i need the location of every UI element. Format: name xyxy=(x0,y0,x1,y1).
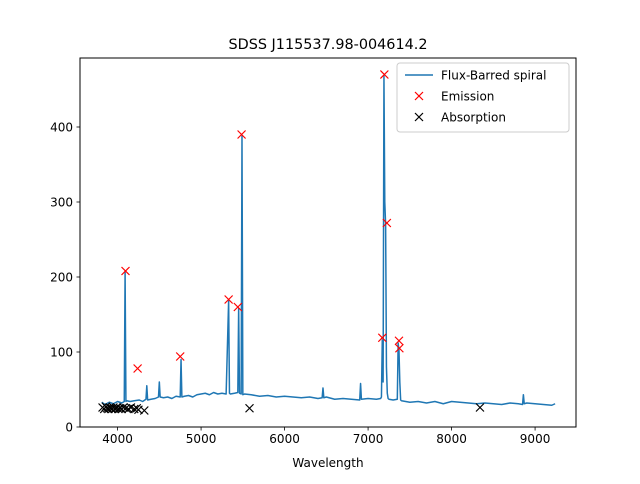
plot-area xyxy=(98,70,556,415)
y-tick-label: 100 xyxy=(50,346,73,360)
chart-title: SDSS J115537.98-004614.2 xyxy=(229,37,428,53)
emission-marker xyxy=(377,333,387,343)
emission-marker xyxy=(394,336,404,346)
absorption-marker xyxy=(139,406,149,415)
emission-marker xyxy=(224,295,234,304)
legend-box xyxy=(396,62,570,133)
absorption-marker xyxy=(118,403,128,412)
axes-frame xyxy=(79,57,577,428)
y-tick-label: 0 xyxy=(65,421,73,435)
legend: Flux-Barred spiral Emission Absorption xyxy=(396,62,570,133)
emission-marker xyxy=(394,343,404,353)
y-tick-label: 300 xyxy=(50,196,73,210)
emission-marker xyxy=(382,218,392,228)
absorption-marker xyxy=(245,403,254,413)
legend-marker-swatch xyxy=(414,112,424,122)
legend-label: Emission xyxy=(441,90,494,104)
x-axis-label: Wavelength xyxy=(292,456,363,470)
x-tick-label: 5000 xyxy=(186,432,217,446)
emission-marker xyxy=(121,266,130,276)
absorption-marker xyxy=(113,404,123,414)
emission-marker xyxy=(233,302,243,312)
absorption-marker xyxy=(475,403,485,412)
axes: 4000 5000 6000 7000 8000 9000 0 100 200 300 400 xyxy=(50,57,577,446)
x-tick-label: 9000 xyxy=(520,432,551,446)
x-tick-label: 7000 xyxy=(353,432,384,446)
y-tick-label: 400 xyxy=(50,121,73,135)
legend-label: Absorption xyxy=(441,111,506,125)
flux-line-series xyxy=(101,75,556,406)
x-tick-label: 6000 xyxy=(269,432,300,446)
x-tick-label: 8000 xyxy=(436,432,467,446)
emission-marker xyxy=(379,70,389,79)
emission-marker xyxy=(133,364,143,373)
plot-clip-group xyxy=(98,70,556,415)
emission-marker xyxy=(175,352,185,361)
emission-marker xyxy=(237,130,247,139)
x-tick-label: 4000 xyxy=(102,432,133,446)
y-tick-label: 200 xyxy=(50,271,73,285)
legend-label: Flux-Barred spiral xyxy=(441,69,546,83)
legend-marker-swatch xyxy=(414,91,424,101)
